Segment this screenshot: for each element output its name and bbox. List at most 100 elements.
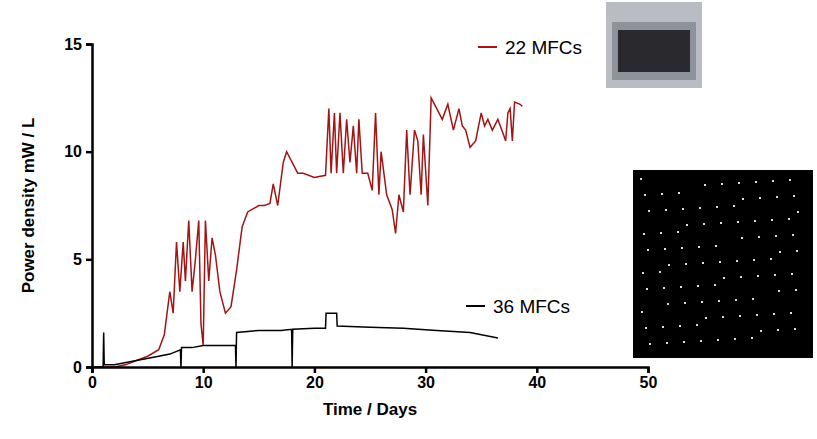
image-dot xyxy=(739,315,741,317)
x-axis: 01020304050 xyxy=(88,367,657,391)
image-dot xyxy=(677,231,679,233)
image-dot xyxy=(666,342,668,344)
image-dot xyxy=(685,263,687,265)
image-dot xyxy=(682,208,684,210)
tick-mark xyxy=(86,259,92,262)
image-dot xyxy=(661,193,663,195)
tick-label: 20 xyxy=(306,374,324,391)
tick-label: 0 xyxy=(73,359,82,376)
y-axis-title: Power density mW / L xyxy=(19,118,38,294)
image-dot xyxy=(680,286,682,288)
image-dot xyxy=(757,275,759,277)
image-dot xyxy=(640,178,642,180)
x-axis-title: Time / Days xyxy=(323,400,417,419)
tick: 20 xyxy=(306,367,324,391)
image-dot xyxy=(797,211,799,213)
image-dot xyxy=(752,298,754,300)
image-dot xyxy=(751,337,753,339)
inset-photo xyxy=(606,2,702,88)
image-dot xyxy=(734,338,736,340)
image-dot xyxy=(701,301,703,303)
image-dot xyxy=(723,277,725,279)
axis-line xyxy=(86,45,93,368)
image-dot xyxy=(792,234,794,236)
inset-image xyxy=(633,170,813,358)
tick: 10 xyxy=(64,143,92,160)
image-dot xyxy=(668,264,670,266)
image-dot xyxy=(737,221,739,223)
photo-bg xyxy=(606,2,702,88)
image-dot xyxy=(791,273,793,275)
axis-line xyxy=(93,368,649,374)
image-dot xyxy=(678,192,680,194)
image-dot xyxy=(647,249,649,251)
image-dot xyxy=(773,313,775,315)
tick-mark xyxy=(425,367,428,373)
tick-mark xyxy=(86,151,92,154)
tick-label: 30 xyxy=(417,374,435,391)
image-dot xyxy=(681,247,683,249)
image-dot xyxy=(778,290,780,292)
image-dot xyxy=(660,232,662,234)
legend-entry: 36 MFCs xyxy=(466,296,570,317)
tick-label: 50 xyxy=(640,374,658,391)
image-dot xyxy=(702,262,704,264)
image-dot xyxy=(645,327,647,329)
image-dot xyxy=(758,236,760,238)
tick-mark xyxy=(647,367,650,373)
image-dot xyxy=(644,194,646,196)
legend-label: 22 MFCs xyxy=(505,37,582,58)
image-dot xyxy=(795,289,797,291)
image-dot xyxy=(779,251,781,253)
image-dot xyxy=(715,245,717,247)
legend-swatch xyxy=(478,46,497,48)
image-dot xyxy=(720,222,722,224)
image-dot xyxy=(696,324,698,326)
image-dot xyxy=(770,258,772,260)
legend-swatch xyxy=(466,305,485,307)
image-dot xyxy=(719,261,721,263)
tick: 10 xyxy=(195,367,213,391)
tick: 15 xyxy=(64,36,92,53)
image-dot xyxy=(683,341,685,343)
image-dot xyxy=(788,218,790,220)
tick-label: 5 xyxy=(73,251,82,268)
image-dot xyxy=(754,220,756,222)
tick: 0 xyxy=(88,367,97,391)
series-line xyxy=(98,98,523,367)
tick-mark xyxy=(314,367,317,373)
image-dot xyxy=(736,260,738,262)
image-dot xyxy=(753,259,755,261)
image-dot xyxy=(705,317,707,319)
image-dot xyxy=(700,340,702,342)
image-dot xyxy=(718,300,720,302)
legend-entry: 22 MFCs xyxy=(478,37,582,58)
image-dot xyxy=(714,284,716,286)
image-dot xyxy=(772,180,774,182)
image-dot xyxy=(649,343,651,345)
image-dot xyxy=(648,210,650,212)
image-dot xyxy=(663,287,665,289)
image-dot xyxy=(704,184,706,186)
tick-label: 10 xyxy=(64,143,82,160)
image-dot xyxy=(717,339,719,341)
image-dot xyxy=(697,285,699,287)
tick: 5 xyxy=(73,251,92,268)
photo-inner xyxy=(618,30,690,72)
image-dot xyxy=(716,206,718,208)
image-dot xyxy=(662,326,664,328)
image-bg xyxy=(633,170,813,358)
tick-label: 15 xyxy=(64,36,82,53)
chart: 01020304050051015Time / DaysPower densit… xyxy=(0,0,817,439)
image-dot xyxy=(643,233,645,235)
tick-mark xyxy=(536,367,539,373)
image-dot xyxy=(667,303,669,305)
tick-label: 0 xyxy=(88,374,97,391)
image-dot xyxy=(776,196,778,198)
image-dot xyxy=(794,328,796,330)
image-dot xyxy=(733,205,735,207)
tick-mark xyxy=(86,43,92,46)
image-dot xyxy=(790,312,792,314)
image-dot xyxy=(686,224,688,226)
image-dot xyxy=(774,274,776,276)
